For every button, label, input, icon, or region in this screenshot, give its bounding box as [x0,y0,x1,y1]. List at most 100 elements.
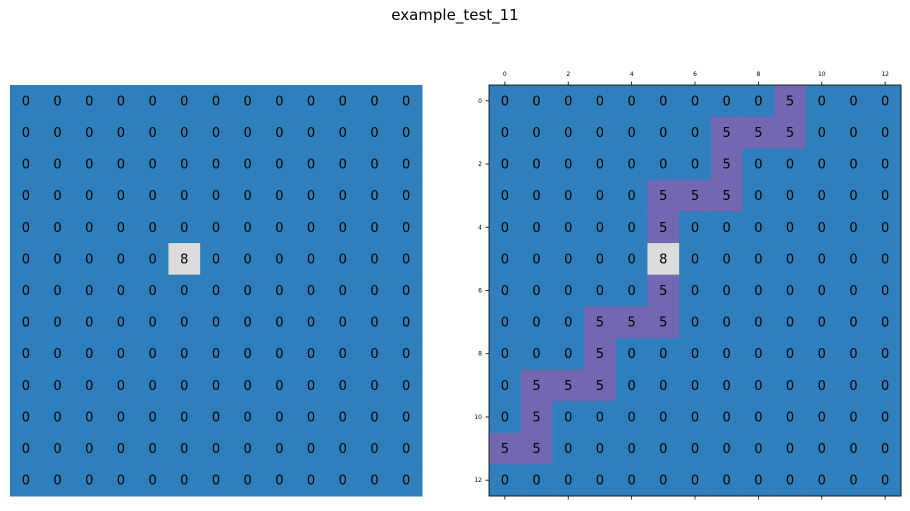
cell-value: 0 [212,474,220,489]
grid-cell [105,274,138,307]
cell-value: 0 [370,221,378,236]
grid-cell [489,464,522,497]
cell-value: 0 [786,379,794,394]
cell-value: 0 [818,316,826,331]
cell-value: 0 [532,474,540,489]
cell-value: 0 [307,379,315,394]
grid-cell [41,337,74,371]
grid-cell [805,148,839,181]
cell-value: 0 [370,126,378,141]
cell-value: 0 [212,442,220,457]
grid-cell [105,85,138,118]
grid-cell [742,243,775,276]
grid-cell [710,179,744,212]
cell-value: 0 [148,94,156,109]
cell-value: 0 [244,189,252,204]
grid-cell [869,116,902,149]
grid-cell [710,337,744,371]
grid-cell [10,243,43,276]
cell-value: 0 [818,94,826,109]
cell-value: 0 [117,410,125,425]
grid-cell [295,274,328,307]
grid-cell [742,464,775,497]
grid-cell [263,306,296,339]
cell-value: 5 [596,316,604,331]
grid-cell [837,116,870,149]
cell-value: 0 [532,252,540,267]
cell-value: 0 [881,474,889,489]
grid-cell [10,306,43,339]
grid-cell [295,85,328,118]
cell-value: 0 [22,189,30,204]
grid-cell [390,464,423,497]
cell-value: 0 [786,347,794,362]
cell-value: 0 [691,252,699,267]
cell-value: 0 [691,410,699,425]
grid-cell [390,369,423,402]
cell-value: 5 [786,94,794,109]
cell-value: 0 [532,126,540,141]
cell-value: 0 [564,126,572,141]
grid-cell [295,211,328,244]
cell-value: 0 [627,410,635,425]
cell-value: 0 [307,347,315,362]
cell-value: 0 [754,347,762,362]
cell-value: 0 [691,284,699,299]
cell-value: 0 [786,474,794,489]
cell-value: 0 [370,347,378,362]
grid-cell [615,211,648,244]
cell-value: 0 [85,94,93,109]
grid-cell [41,306,74,339]
cell-value: 0 [881,284,889,299]
cell-value: 0 [501,410,509,425]
cell-value: 0 [596,474,604,489]
cell-value: 0 [212,221,220,236]
grid-cell [295,464,328,497]
cell-value: 0 [275,442,283,457]
cell-value: 0 [22,158,30,173]
grid-cell [200,85,233,118]
cell-value: 0 [212,410,220,425]
cell-value: 0 [596,221,604,236]
y-tick-label: 8 [478,351,482,358]
grid-cell [263,179,296,212]
cell-value: 0 [564,474,572,489]
grid-cell [679,306,712,339]
grid-cell [647,85,680,118]
grid-cell [774,369,807,402]
cell-value: 0 [180,221,188,236]
grid-cell [615,243,648,276]
cell-value: 0 [117,158,125,173]
cell-value: 5 [723,126,731,141]
cell-value: 0 [339,474,347,489]
cell-value: 0 [370,189,378,204]
cell-value: 5 [723,189,731,204]
grid-cell [679,401,712,434]
cell-value: 0 [148,158,156,173]
y-tick-label: 6 [478,288,482,295]
cell-value: 0 [180,94,188,109]
grid-cell [679,179,712,212]
cell-value: 0 [85,410,93,425]
grid-cell [615,85,648,118]
grid-cell [869,337,902,371]
cell-value: 0 [85,189,93,204]
grid-cell [552,274,585,307]
cell-value: 0 [148,252,156,267]
cell-value: 5 [786,126,794,141]
cell-value: 0 [117,252,125,267]
cell-value: 5 [659,189,667,204]
cell-value: 0 [85,474,93,489]
cell-value: 0 [53,158,61,173]
grid-cell [200,211,233,244]
cell-value: 0 [627,189,635,204]
grid-cell [774,464,807,497]
cell-value: 0 [501,126,509,141]
cell-value: 0 [881,379,889,394]
cell-value: 0 [564,442,572,457]
cell-value: 0 [85,442,93,457]
grid-cell [358,148,391,181]
cell-value: 0 [117,221,125,236]
grid-cell [520,85,553,118]
